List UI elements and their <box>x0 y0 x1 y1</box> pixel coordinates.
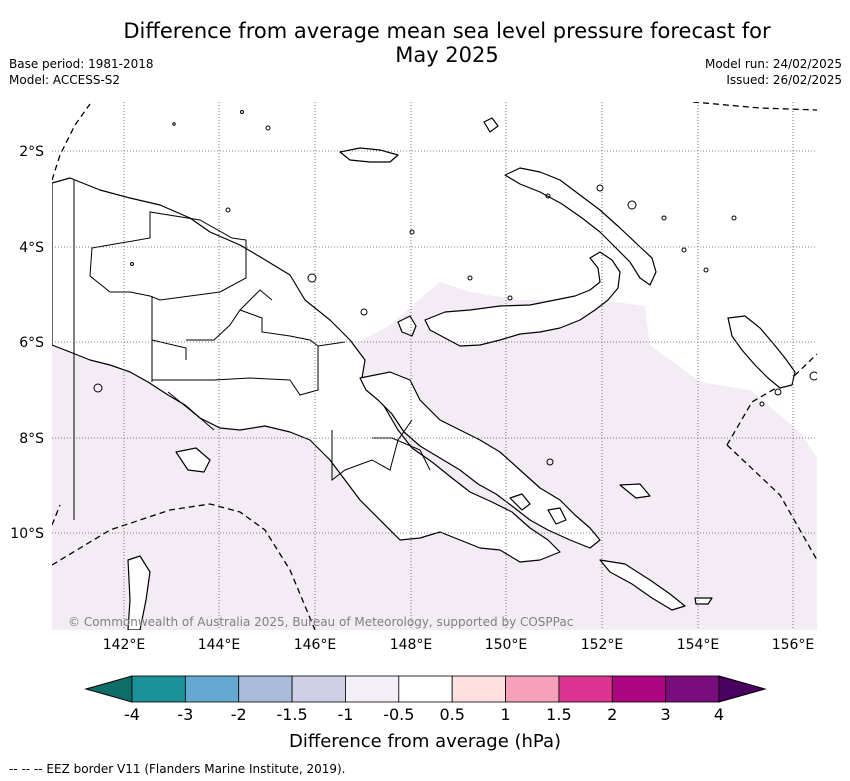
anomaly-region <box>52 282 817 630</box>
lon-label-150e: 150°E <box>485 637 528 653</box>
colorbar-segment <box>238 675 293 703</box>
meta-left: Base period: 1981-2018 Model: ACCESS-S2 <box>9 56 154 88</box>
lon-label-146e: 146°E <box>294 637 337 653</box>
colorbar-segment <box>505 675 560 703</box>
meta-right: Model run: 24/02/2025 Issued: 26/02/2025 <box>705 56 842 88</box>
lat-label-8s: 8°S <box>19 431 44 447</box>
colorbar-segment <box>345 675 400 703</box>
new-britain <box>424 251 621 347</box>
lon-label-154e: 154°E <box>677 637 720 653</box>
lon-label-148e: 148°E <box>390 637 433 653</box>
base-period-text: Base period: 1981-2018 <box>9 57 154 71</box>
colorbar-segment <box>291 675 346 703</box>
colorbar-segment <box>131 675 186 703</box>
lon-label-144e: 144°E <box>198 637 241 653</box>
colorbar-tick-label: -2 <box>231 705 247 724</box>
colorbar-segment <box>611 675 667 703</box>
lon-label-142e: 142°E <box>103 637 146 653</box>
colorbar-segment <box>184 675 240 703</box>
colorbar-tick-label: 0.5 <box>439 705 464 724</box>
lat-label-10s: 10°S <box>10 526 44 542</box>
lon-label-156e: 156°E <box>772 637 815 653</box>
colorbar-tick-label: 2 <box>607 705 617 724</box>
colorbar-segment <box>558 675 613 703</box>
manus-island <box>339 147 399 163</box>
eez-footnote: -- -- -- EEZ border V11 (Flanders Marine… <box>9 762 346 776</box>
lat-label-6s: 6°S <box>19 335 44 351</box>
land-outlines <box>52 117 796 630</box>
colorbar-segment <box>451 675 506 703</box>
colorbar-tick-label: 1 <box>500 705 510 724</box>
lat-label-4s: 4°S <box>19 240 44 256</box>
longitude-labels: 142°E 144°E 146°E 148°E 150°E 152°E 154°… <box>103 637 815 653</box>
map-title: Difference from average mean sea level p… <box>0 19 850 67</box>
map-area: © Commonwealth of Australia 2025, Bureau… <box>52 102 817 630</box>
colorbar-high-arrow <box>718 675 767 703</box>
issued-text: Issued: 26/02/2025 <box>726 73 842 87</box>
small-islands <box>93 110 817 466</box>
copyright-text: © Commonwealth of Australia 2025, Bureau… <box>68 615 573 629</box>
colorbar: -4 -3 -2 -1.5 -1 -0.5 0.5 1 1.5 2 3 4 Difference fr… <box>84 675 767 752</box>
colorbar-segment <box>398 675 453 703</box>
colorbar-tick-label: 4 <box>714 705 724 724</box>
colorbar-segment <box>665 675 720 703</box>
lon-label-152e: 152°E <box>581 637 624 653</box>
title-line-1: Difference from average mean sea level p… <box>123 19 771 43</box>
colorbar-tick-label: 1.5 <box>546 705 571 724</box>
colorbar-tick-label: -1.5 <box>276 705 307 724</box>
new-ireland <box>504 167 657 286</box>
eez-borders <box>52 102 817 630</box>
colorbar-label: Difference from average (hPa) <box>289 731 561 752</box>
colorbar-tick-label: -4 <box>124 705 140 724</box>
graticule <box>52 102 817 630</box>
colorbar-tick-label: 3 <box>661 705 671 724</box>
colorbar-tick-label: -1 <box>337 705 353 724</box>
colorbar-tick-label: -3 <box>177 705 193 724</box>
title-line-2: May 2025 <box>395 43 499 67</box>
papuan-peninsula <box>359 371 601 549</box>
model-text: Model: ACCESS-S2 <box>9 73 121 87</box>
lat-label-2s: 2°S <box>19 144 44 160</box>
bougainville <box>727 315 796 389</box>
model-run-text: Model run: 24/02/2025 <box>704 57 842 71</box>
latitude-labels: 2°S 4°S 6°S 8°S 10°S <box>10 144 44 542</box>
colorbar-tick-label: -0.5 <box>383 705 414 724</box>
colorbar-low-arrow <box>84 675 133 703</box>
